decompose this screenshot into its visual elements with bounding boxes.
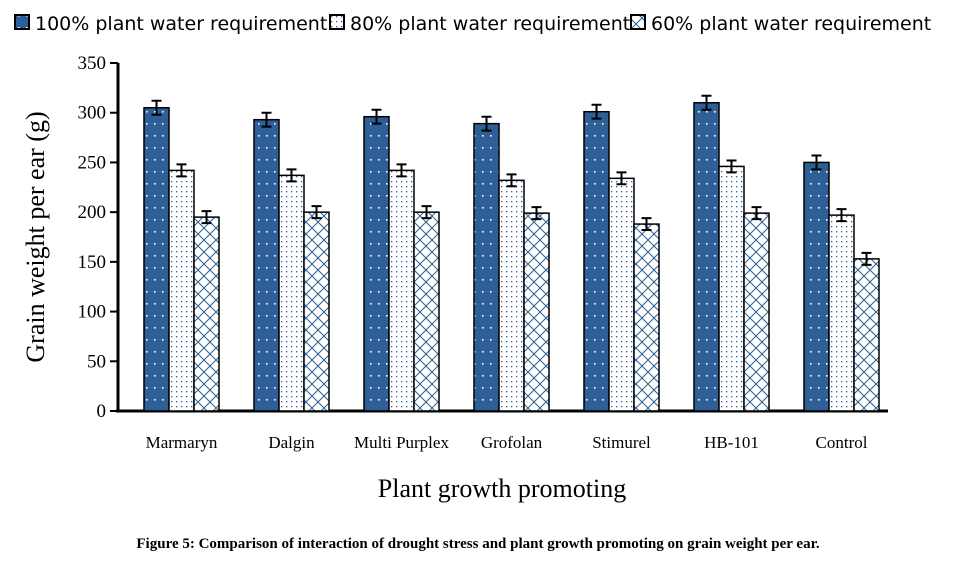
error-bar — [641, 217, 652, 232]
error-bar — [201, 210, 212, 225]
error-bar — [701, 94, 712, 111]
bar-hb-101-series-2 — [743, 212, 770, 412]
legend: 100% plant water requirement 80% plant wa… — [14, 13, 931, 35]
bar-dalgin-series-2 — [303, 211, 330, 412]
legend-label-2: 60% plant water requirement — [651, 13, 931, 35]
y-tick-label: 100 — [78, 302, 107, 323]
error-bar — [836, 208, 847, 223]
x-tick-label: Grofolan — [481, 433, 543, 452]
legend-label-1: 80% plant water requirement — [350, 13, 630, 35]
x-tick-label: Marmaryn — [146, 433, 218, 452]
error-bar — [861, 251, 872, 266]
y-tick-label: 350 — [78, 53, 107, 74]
legend-swatch-0 — [14, 14, 30, 30]
bar-multi-purplex-series-2 — [413, 211, 440, 412]
bar-marmaryn-series-0 — [143, 106, 170, 412]
bar-control-series-2 — [853, 258, 880, 412]
y-axis-title: Grain weight per ear (g) — [21, 111, 50, 362]
error-bar — [726, 159, 737, 174]
y-tick-label: 50 — [87, 351, 106, 372]
bar-dalgin-series-1 — [278, 174, 305, 412]
error-bar — [751, 206, 762, 221]
x-axis-title: Plant growth promoting — [378, 474, 626, 503]
legend-swatch-2 — [630, 14, 646, 30]
x-tick-label: Control — [816, 433, 868, 452]
bar-stimurel-series-0 — [583, 110, 610, 412]
bar-chart: 100% plant water requirement 80% plant wa… — [14, 13, 931, 503]
error-bar — [811, 154, 822, 171]
error-bar — [481, 115, 492, 132]
error-bar — [421, 205, 432, 220]
bar-grofolan-series-0 — [473, 122, 500, 412]
y-tick-label: 200 — [78, 202, 107, 223]
error-bar — [261, 111, 272, 128]
y-tick-label: 0 — [97, 401, 107, 422]
bar-multi-purplex-series-1 — [388, 169, 415, 412]
bar-hb-101-series-1 — [718, 165, 745, 412]
bar-hb-101-series-0 — [693, 102, 720, 412]
legend-swatch-1 — [329, 14, 345, 30]
bar-marmaryn-series-1 — [168, 169, 195, 412]
bar-dalgin-series-0 — [253, 118, 280, 412]
error-bar — [396, 163, 407, 178]
x-tick-label: HB-101 — [704, 433, 759, 452]
bar-stimurel-series-1 — [608, 177, 635, 412]
error-bar — [616, 171, 627, 186]
legend-label-0: 100% plant water requirement — [35, 13, 327, 35]
error-bar — [151, 99, 162, 116]
error-bar — [176, 163, 187, 178]
bar-grofolan-series-1 — [498, 179, 525, 412]
bar-control-series-0 — [803, 161, 830, 412]
x-tick-label: Multi Purplex — [354, 433, 449, 452]
y-tick-label: 300 — [78, 103, 107, 124]
error-bar — [311, 205, 322, 220]
bar-stimurel-series-2 — [633, 223, 660, 412]
error-bar — [371, 108, 382, 125]
error-bar — [506, 173, 517, 188]
error-bar — [531, 206, 542, 221]
x-tick-label: Stimurel — [592, 433, 651, 452]
x-tick-label: Dalgin — [268, 433, 315, 452]
bar-marmaryn-series-2 — [193, 216, 220, 412]
error-bar — [591, 103, 602, 120]
bar-multi-purplex-series-0 — [363, 115, 390, 412]
y-tick-label: 250 — [78, 152, 107, 173]
error-bar — [286, 168, 297, 183]
bar-control-series-1 — [828, 214, 855, 412]
bar-grofolan-series-2 — [523, 212, 550, 412]
y-tick-label: 150 — [78, 252, 107, 273]
figure-caption: Figure 5: Comparison of interaction of d… — [136, 536, 820, 552]
